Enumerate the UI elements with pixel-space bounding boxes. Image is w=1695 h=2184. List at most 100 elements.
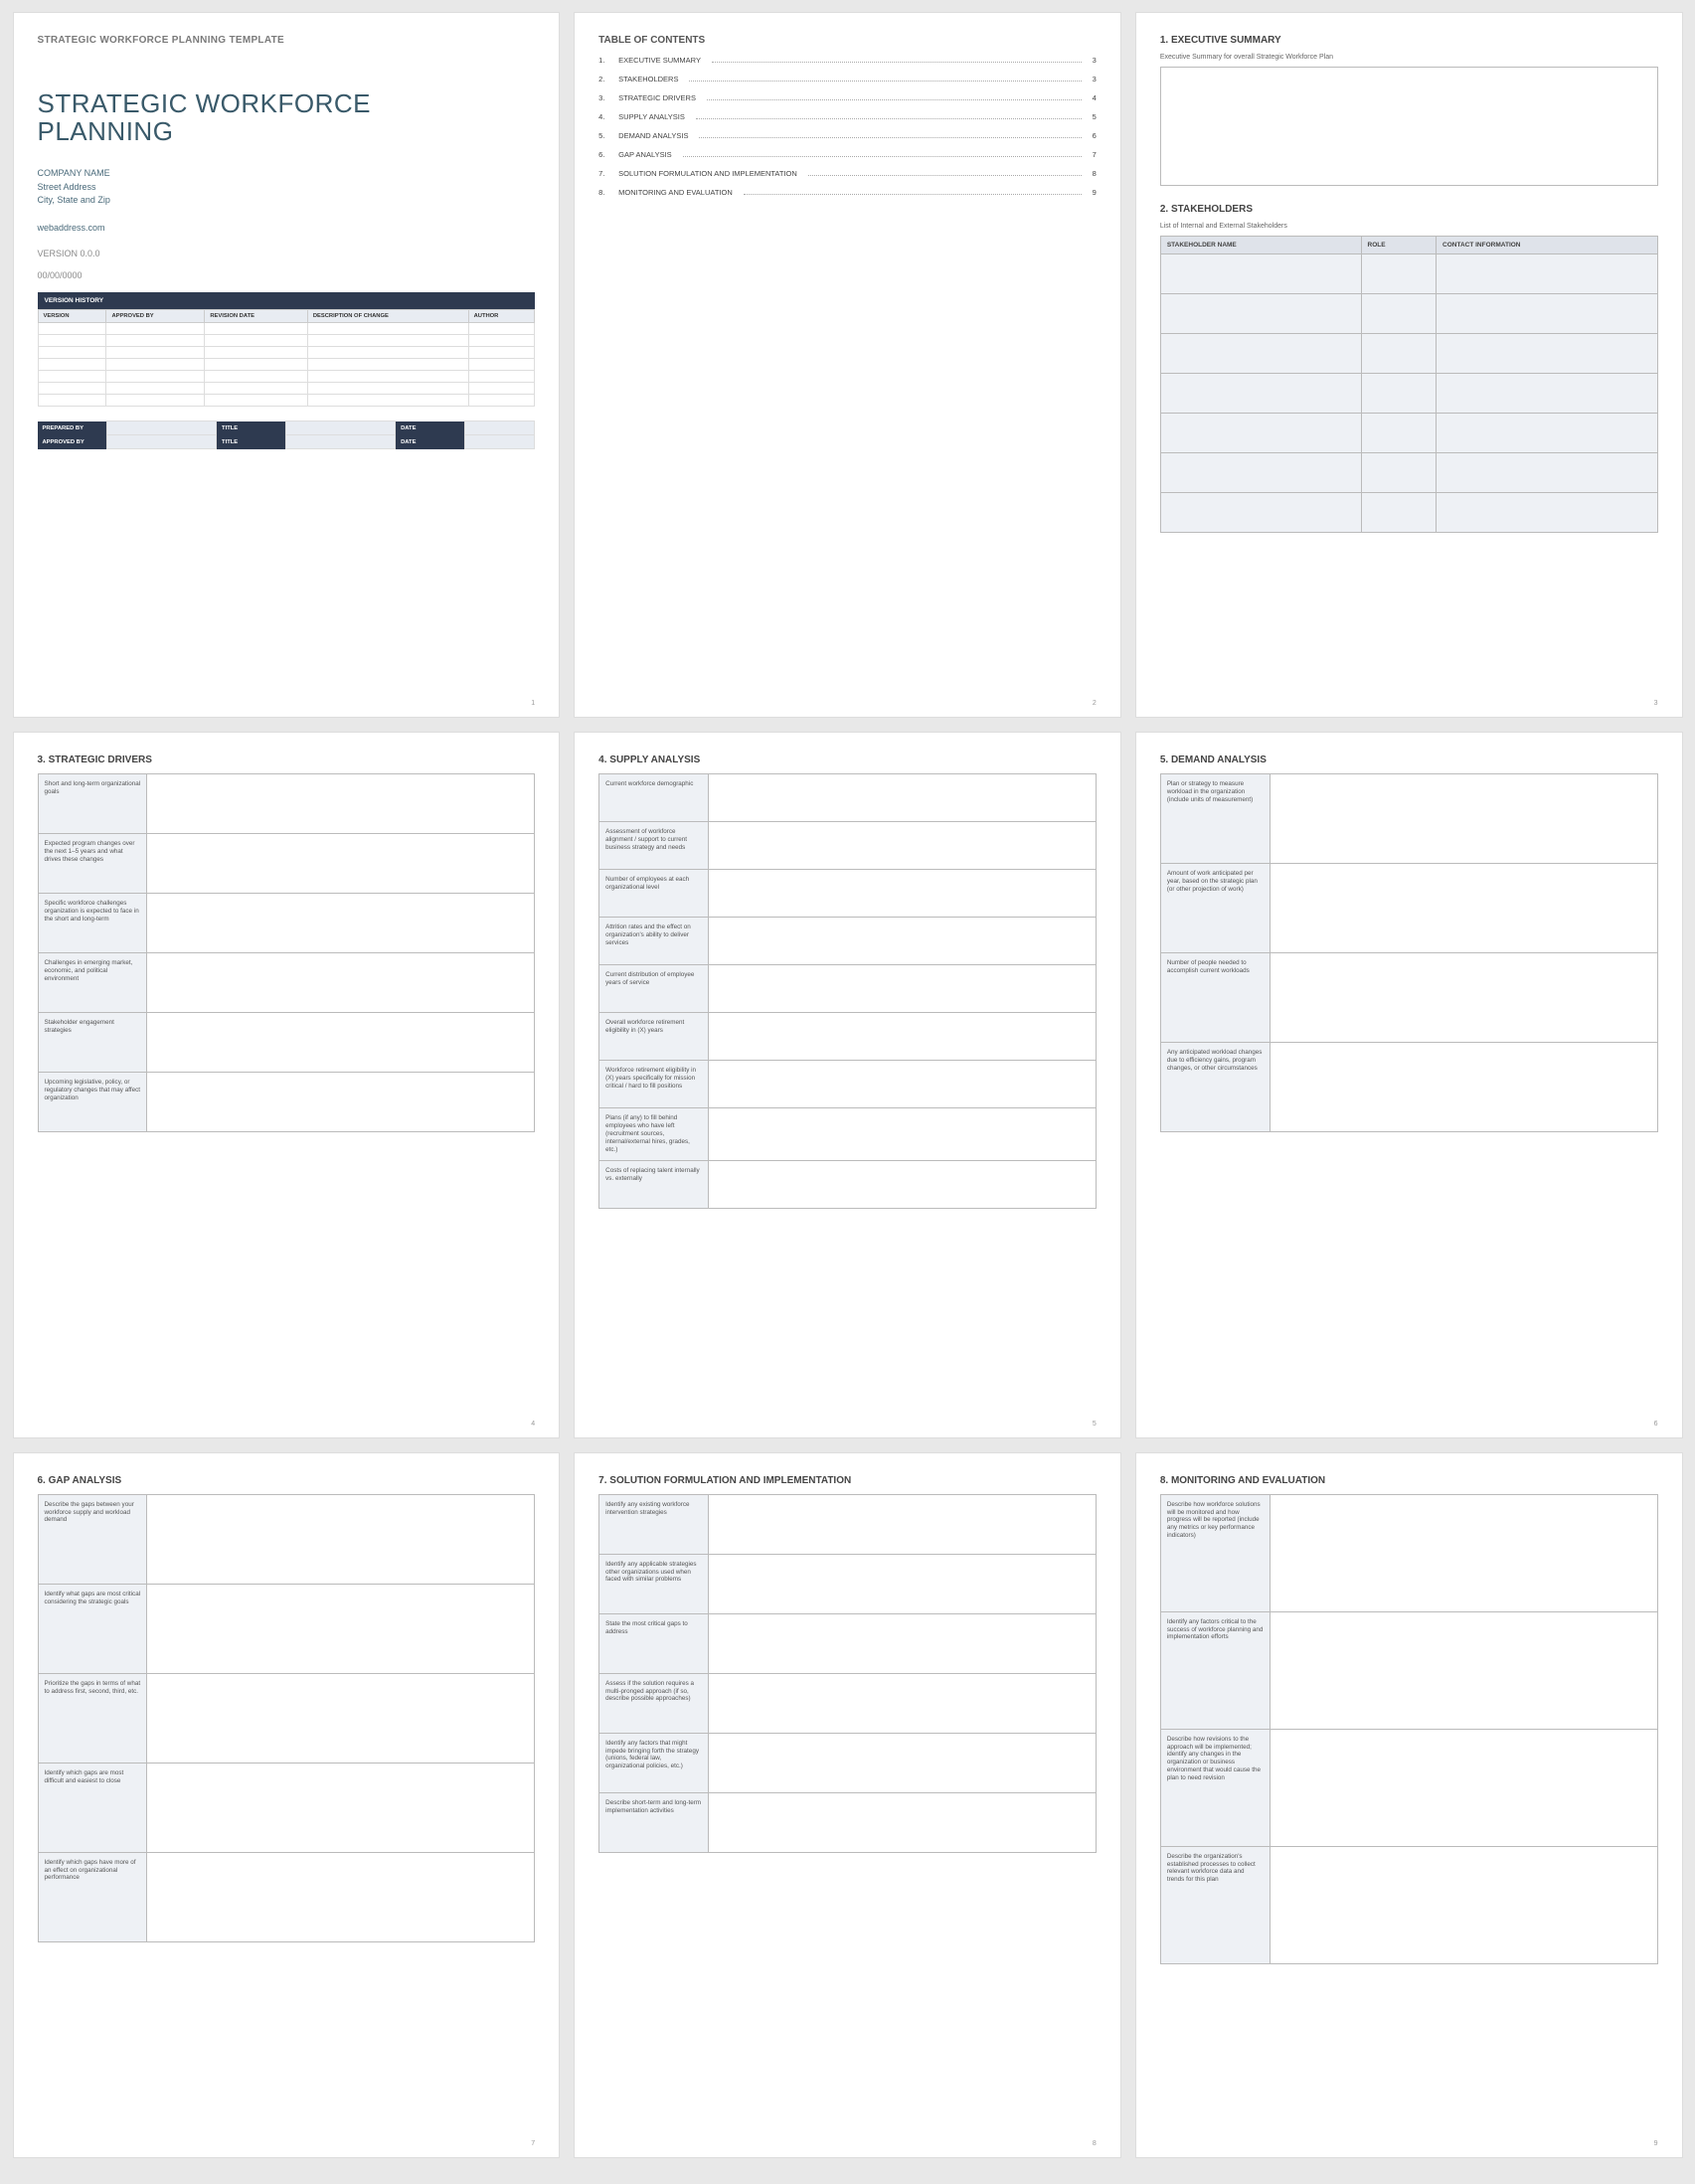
prompt-value: [709, 1673, 1097, 1733]
toc-row: 7.SOLUTION FORMULATION AND IMPLEMENTATIO…: [598, 169, 1097, 178]
table-cell: [1437, 414, 1657, 453]
page-6: 5. DEMAND ANALYSIS Plan or strategy to m…: [1135, 732, 1683, 1437]
prompt-value: [709, 774, 1097, 822]
toc-label: EXECUTIVE SUMMARY: [618, 56, 701, 65]
table-row: Plan or strategy to measure workload in …: [1160, 774, 1657, 864]
table-row: Stakeholder engagement strategies: [38, 1013, 535, 1073]
table-cell: [106, 383, 205, 395]
table-cell: [1437, 334, 1657, 374]
toc-page: 3: [1093, 75, 1097, 84]
table-row: Assess if the solution requires a multi-…: [599, 1673, 1097, 1733]
prompt-value: [709, 1613, 1097, 1673]
prompt-label: Overall workforce retirement eligibility…: [599, 1013, 709, 1061]
table-cell: [307, 347, 468, 359]
table-cell: [1361, 294, 1437, 334]
page-number: 4: [531, 1421, 535, 1428]
stk-col-1: ROLE: [1361, 237, 1437, 254]
table-cell: [106, 323, 205, 335]
stakeholders-table: STAKEHOLDER NAME ROLE CONTACT INFORMATIO…: [1160, 236, 1658, 533]
table-row: [38, 335, 535, 347]
exec-summary-heading: 1. EXECUTIVE SUMMARY: [1160, 35, 1658, 46]
prompt-value: [709, 822, 1097, 870]
page-number: 5: [1093, 1421, 1097, 1428]
table-row: Overall workforce retirement eligibility…: [599, 1013, 1097, 1061]
table-row: [1160, 453, 1657, 493]
title-line2: PLANNING: [38, 116, 174, 146]
table-row: Describe short-term and long-term implem…: [599, 1792, 1097, 1852]
page-1: STRATEGIC WORKFORCE PLANNING TEMPLATE ST…: [13, 12, 561, 718]
prompt-value: [1270, 1043, 1657, 1132]
table-cell: [106, 371, 205, 383]
vh-col-3: DESCRIPTION OF CHANGE: [307, 310, 468, 323]
prompt-value: [1270, 1729, 1657, 1846]
title-value-2: [286, 435, 396, 449]
prompt-label: Number of people needed to accomplish cu…: [1160, 953, 1270, 1043]
table-row: [38, 323, 535, 335]
prompt-value: [1270, 864, 1657, 953]
table-cell: [205, 347, 307, 359]
table-row: Expected program changes over the next 1…: [38, 834, 535, 894]
table-cell: [38, 359, 106, 371]
prompt-label: Plans (if any) to fill behind employees …: [599, 1108, 709, 1160]
toc-num: 5.: [598, 131, 610, 140]
table-cell: [106, 335, 205, 347]
supply-analysis-table: Current workforce demographicAssessment …: [598, 773, 1097, 1208]
toc-label: MONITORING AND EVALUATION: [618, 188, 733, 197]
toc-row: 3.STRATEGIC DRIVERS4: [598, 93, 1097, 102]
title-line1: STRATEGIC WORKFORCE: [38, 88, 371, 118]
prompt-value: [709, 870, 1097, 918]
toc-dots: [683, 156, 1082, 157]
table-row: Identify which gaps have more of an effe…: [38, 1852, 535, 1941]
prompt-label: Specific workforce challenges organizati…: [38, 894, 147, 953]
prompt-label: Describe the organization's established …: [1160, 1846, 1270, 1963]
prompt-label: Assess if the solution requires a multi-…: [599, 1673, 709, 1733]
table-cell: [205, 395, 307, 407]
prompt-value: [147, 1584, 535, 1673]
table-cell: [468, 347, 535, 359]
toc-list: 1.EXECUTIVE SUMMARY32.STAKEHOLDERS33.STR…: [598, 56, 1097, 197]
toc-dots: [696, 118, 1082, 119]
toc-label: STAKEHOLDERS: [618, 75, 678, 84]
table-row: Describe the gaps between your workforce…: [38, 1494, 535, 1584]
prompt-label: Identify which gaps have more of an effe…: [38, 1852, 147, 1941]
city: City, State and Zip: [38, 194, 536, 208]
prompt-value: [709, 1013, 1097, 1061]
version-history-caption: VERSION HISTORY: [38, 292, 536, 309]
table-cell: [38, 347, 106, 359]
table-row: [38, 359, 535, 371]
prompt-value: [147, 1494, 535, 1584]
table-cell: [106, 347, 205, 359]
table-cell: [38, 335, 106, 347]
page-number: 7: [531, 2140, 535, 2147]
street: Street Address: [38, 181, 536, 195]
prompt-label: Describe how workforce solutions will be…: [1160, 1494, 1270, 1611]
prompt-value: [147, 834, 535, 894]
table-cell: [1160, 414, 1361, 453]
prompt-label: Amount of work anticipated per year, bas…: [1160, 864, 1270, 953]
toc-row: 1.EXECUTIVE SUMMARY3: [598, 56, 1097, 65]
table-cell: [1361, 414, 1437, 453]
stk-col-0: STAKEHOLDER NAME: [1160, 237, 1361, 254]
prompt-value: [147, 1763, 535, 1852]
table-row: Challenges in emerging market, economic,…: [38, 953, 535, 1013]
page-number: 8: [1093, 2140, 1097, 2147]
title-label-1: TITLE: [217, 421, 286, 435]
title-value-1: [286, 421, 396, 435]
table-cell: [1437, 493, 1657, 533]
page-9: 8. MONITORING AND EVALUATION Describe ho…: [1135, 1452, 1683, 2158]
table-cell: [205, 359, 307, 371]
table-cell: [468, 359, 535, 371]
prompt-label: Attrition rates and the effect on organi…: [599, 918, 709, 965]
toc-label: SOLUTION FORMULATION AND IMPLEMENTATION: [618, 169, 797, 178]
toc-row: 2.STAKEHOLDERS3: [598, 75, 1097, 84]
monitoring-table: Describe how workforce solutions will be…: [1160, 1494, 1658, 1964]
table-cell: [307, 335, 468, 347]
prompt-value: [147, 1852, 535, 1941]
vh-body: [38, 323, 535, 407]
table-row: [1160, 254, 1657, 294]
prompt-label: Upcoming legislative, policy, or regulat…: [38, 1073, 147, 1132]
exec-summary-box: [1160, 67, 1658, 186]
table-row: Workforce retirement eligibility in (X) …: [599, 1061, 1097, 1108]
prompt-label: Challenges in emerging market, economic,…: [38, 953, 147, 1013]
monitoring-heading: 8. MONITORING AND EVALUATION: [1160, 1475, 1658, 1486]
